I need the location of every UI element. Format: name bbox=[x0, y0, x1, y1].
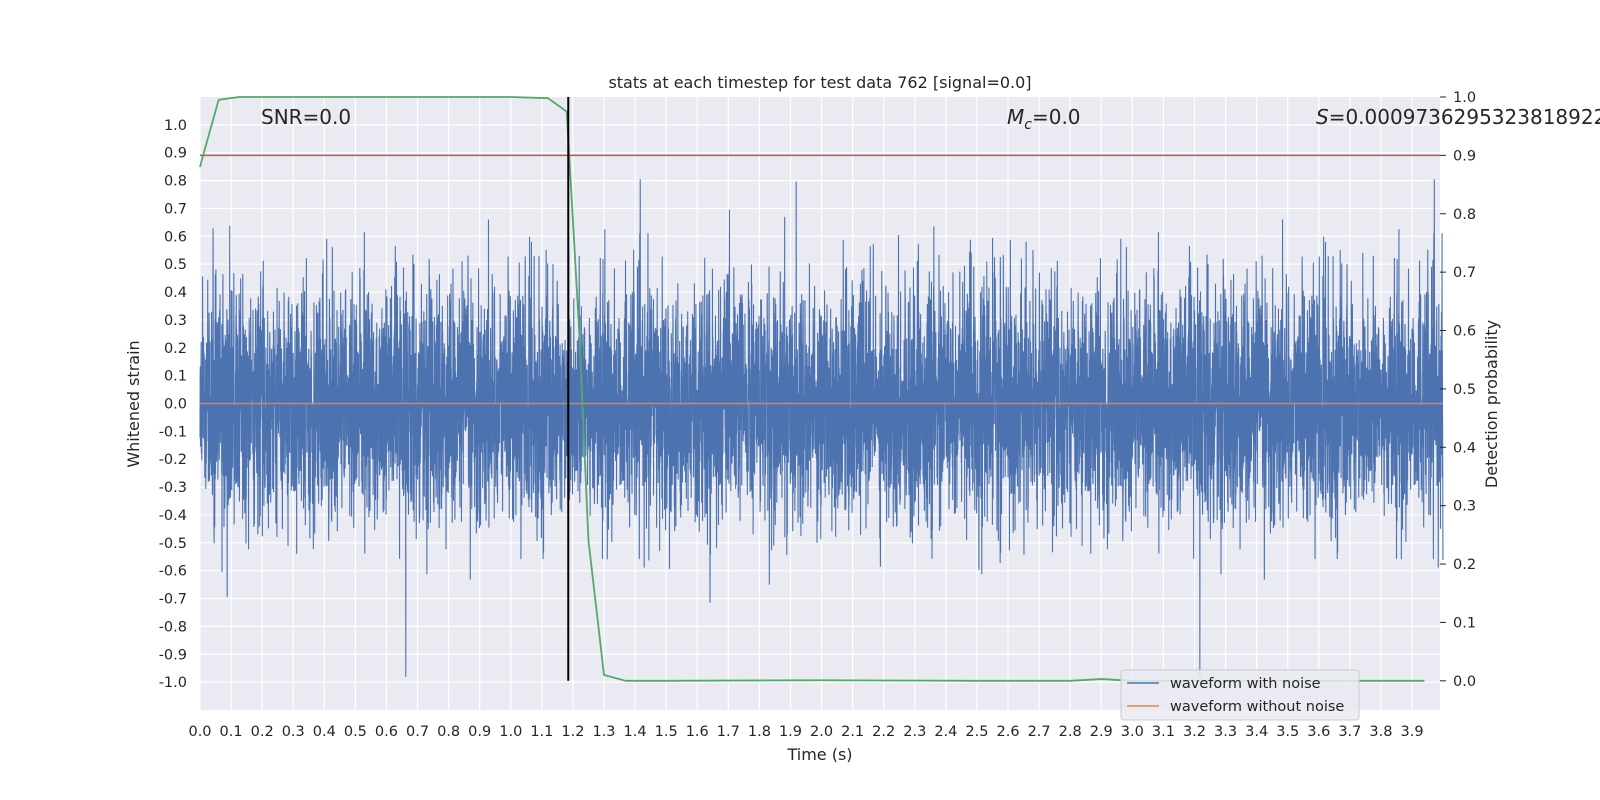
y2-tick-label: 0.3 bbox=[1453, 499, 1476, 515]
x-tick-label: 2.1 bbox=[841, 724, 864, 740]
x-tick-label: 3.5 bbox=[1276, 724, 1299, 740]
x-tick-label: 2.8 bbox=[1059, 724, 1082, 740]
y-tick-label: 0.2 bbox=[164, 341, 187, 357]
mc-symbol: M bbox=[1007, 105, 1024, 129]
s-value: =0.0009736295323818922 bbox=[1329, 105, 1600, 129]
y-tick-label: 0.3 bbox=[164, 313, 187, 329]
series-layer bbox=[199, 96, 1444, 682]
legend-label-noise: waveform with noise bbox=[1170, 676, 1321, 692]
y2-tick-label: 0.4 bbox=[1453, 440, 1476, 456]
y-tick-label: 0.1 bbox=[164, 369, 187, 385]
series-detection-probability bbox=[199, 96, 1425, 682]
y-tick-label: 0.6 bbox=[164, 229, 187, 245]
x-tick-label: 2.4 bbox=[934, 724, 957, 740]
mc-subscript: c bbox=[1024, 117, 1032, 133]
x-tick-label: 2.0 bbox=[810, 724, 833, 740]
y-tick-label: 1.0 bbox=[164, 118, 187, 134]
x-tick-label: 0.1 bbox=[220, 724, 243, 740]
x-tick-label: 0.0 bbox=[188, 724, 211, 740]
y-tick-label: 0.8 bbox=[164, 174, 187, 190]
y-tick-label: -0.1 bbox=[159, 424, 187, 440]
mc-annotation: Mc=0.0 bbox=[1007, 105, 1081, 133]
y-tick-label: -0.6 bbox=[159, 564, 187, 580]
x-tick-label: 2.3 bbox=[903, 724, 926, 740]
x-tick-label: 3.3 bbox=[1214, 724, 1237, 740]
x-tick-label: 2.7 bbox=[1028, 724, 1051, 740]
x-tick-label: 0.4 bbox=[313, 724, 336, 740]
x-tick-label: 0.2 bbox=[251, 724, 274, 740]
y-tick-label: -0.7 bbox=[159, 592, 187, 608]
y-tick-label: -0.9 bbox=[159, 647, 187, 663]
y-tick-label: 0.5 bbox=[164, 257, 187, 273]
x-tick-label: 1.5 bbox=[655, 724, 678, 740]
y2-axis-label: Detection probability bbox=[1482, 320, 1501, 488]
x-tick-label: 0.3 bbox=[282, 724, 305, 740]
x-tick-label: 0.8 bbox=[437, 724, 460, 740]
y-tick-label: -1.0 bbox=[159, 675, 187, 691]
x-tick-label: 1.3 bbox=[592, 724, 615, 740]
x-tick-label: 2.9 bbox=[1090, 724, 1113, 740]
y2-tick-label: 0.8 bbox=[1453, 207, 1476, 223]
y-tick-label: 0.4 bbox=[164, 285, 187, 301]
y-tick-label: -0.8 bbox=[159, 619, 187, 635]
x-tick-label: 1.4 bbox=[624, 724, 647, 740]
legend-box bbox=[1120, 669, 1360, 721]
y-tick-label: 0.9 bbox=[164, 146, 187, 162]
y2-tick-labels: 0.0 0.1 0.2 0.3 0.4 0.5 0.6 0.7 0.8 0.9 1.0 bbox=[1440, 90, 1476, 690]
s-symbol: S bbox=[1316, 105, 1329, 129]
chart-title: stats at each timestep for test data 762… bbox=[608, 73, 1031, 92]
y-tick-label: 0.0 bbox=[164, 397, 187, 413]
y2-tick-label: 0.0 bbox=[1453, 674, 1476, 690]
y-axis-label: Whitened strain bbox=[124, 340, 143, 467]
x-tick-label: 3.0 bbox=[1121, 724, 1144, 740]
x-tick-label: 3.9 bbox=[1400, 724, 1423, 740]
x-axis-label: Time (s) bbox=[786, 745, 852, 764]
legend: waveform with noise waveform without noi… bbox=[1120, 669, 1360, 721]
s-annotation: S=0.0009736295323818922 bbox=[1316, 105, 1600, 129]
x-tick-label: 3.1 bbox=[1152, 724, 1175, 740]
y2-tick-label: 0.9 bbox=[1453, 148, 1476, 164]
x-tick-label: 2.2 bbox=[872, 724, 895, 740]
x-tick-label: 1.1 bbox=[530, 724, 553, 740]
x-tick-label: 0.5 bbox=[344, 724, 367, 740]
snr-annotation: SNR=0.0 bbox=[261, 105, 351, 129]
y2-tick-label: 0.5 bbox=[1453, 382, 1476, 398]
legend-label-clean: waveform without noise bbox=[1170, 699, 1344, 715]
x-tick-label: 1.9 bbox=[779, 724, 802, 740]
series-waveform-with-noise bbox=[199, 179, 1444, 678]
x-tick-label: 3.6 bbox=[1307, 724, 1330, 740]
y-tick-labels: 1.0 0.9 0.8 0.7 0.6 0.5 0.4 0.3 0.2 0.1 0.0 -0.1 -0.… bbox=[159, 118, 187, 691]
x-tick-label: 1.7 bbox=[717, 724, 740, 740]
x-tick-label: 1.0 bbox=[499, 724, 522, 740]
y2-tick-label: 0.6 bbox=[1453, 324, 1476, 340]
y2-tick-label: 0.7 bbox=[1453, 265, 1476, 281]
mc-value: =0.0 bbox=[1032, 105, 1081, 129]
y-tick-label: 0.7 bbox=[164, 201, 187, 217]
x-tick-label: 2.5 bbox=[965, 724, 988, 740]
x-tick-label: 3.7 bbox=[1338, 724, 1361, 740]
y-tick-label: -0.2 bbox=[159, 452, 187, 468]
x-tick-label: 0.7 bbox=[406, 724, 429, 740]
x-tick-label: 3.2 bbox=[1183, 724, 1206, 740]
x-tick-label: 1.2 bbox=[561, 724, 584, 740]
y-tick-label: -0.3 bbox=[159, 480, 187, 496]
x-tick-label: 1.8 bbox=[748, 724, 771, 740]
x-tick-label: 0.6 bbox=[375, 724, 398, 740]
y-tick-label: -0.4 bbox=[159, 508, 187, 524]
x-tick-labels: 0.0 0.1 0.2 0.3 0.4 0.5 0.6 0.7 0.8 0.9 1.0 1.1 1.2 1… bbox=[188, 724, 1423, 740]
y2-tick-label: 0.1 bbox=[1453, 615, 1476, 631]
y2-tick-label: 1.0 bbox=[1453, 90, 1476, 106]
x-tick-label: 0.9 bbox=[468, 724, 491, 740]
x-tick-label: 1.6 bbox=[686, 724, 709, 740]
x-tick-label: 2.6 bbox=[996, 724, 1019, 740]
y2-tick-label: 0.2 bbox=[1453, 557, 1476, 573]
x-tick-label: 3.4 bbox=[1245, 724, 1268, 740]
x-tick-label: 3.8 bbox=[1369, 724, 1392, 740]
y-tick-label: -0.5 bbox=[159, 536, 187, 552]
